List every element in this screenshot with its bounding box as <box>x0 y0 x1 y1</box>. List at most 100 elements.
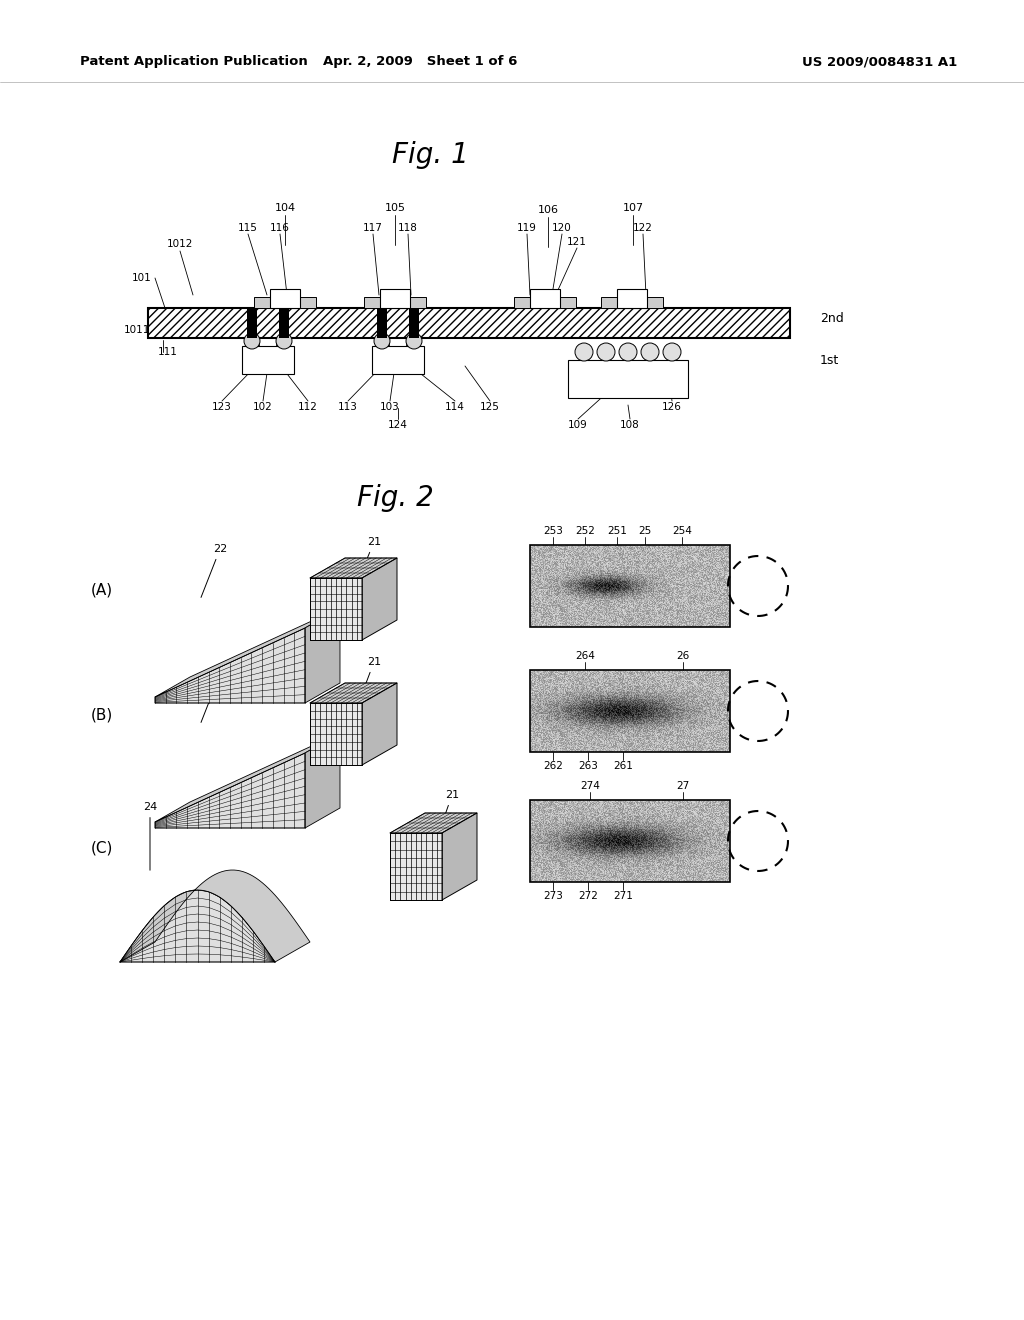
Bar <box>247 308 257 338</box>
Text: 121: 121 <box>567 238 587 247</box>
Bar <box>530 800 730 882</box>
Text: 109: 109 <box>568 420 588 430</box>
Text: 1012: 1012 <box>167 239 194 249</box>
Bar <box>568 360 688 399</box>
Circle shape <box>641 343 659 360</box>
Text: 21: 21 <box>438 789 459 836</box>
Circle shape <box>663 343 681 360</box>
Text: Patent Application Publication: Patent Application Publication <box>80 55 308 69</box>
Text: 106: 106 <box>538 205 558 215</box>
Circle shape <box>597 343 615 360</box>
Polygon shape <box>310 682 397 704</box>
Polygon shape <box>155 609 340 697</box>
Text: 102: 102 <box>253 403 272 412</box>
Text: 21: 21 <box>358 657 381 705</box>
Text: (C): (C) <box>91 841 114 855</box>
Bar <box>372 346 424 374</box>
Text: 271: 271 <box>613 891 633 902</box>
Text: 264: 264 <box>575 651 595 661</box>
Text: 24: 24 <box>143 803 157 870</box>
Bar <box>364 297 380 308</box>
Text: 25: 25 <box>638 525 651 536</box>
Text: 23: 23 <box>201 669 227 722</box>
Bar <box>380 289 410 308</box>
Polygon shape <box>155 733 340 822</box>
Polygon shape <box>362 682 397 766</box>
Bar <box>617 289 647 308</box>
Text: 21: 21 <box>358 537 381 581</box>
Bar <box>310 578 362 640</box>
Bar <box>530 671 730 752</box>
Text: 26: 26 <box>677 651 689 661</box>
Text: 274: 274 <box>580 781 600 791</box>
Bar <box>410 297 426 308</box>
Polygon shape <box>305 609 340 704</box>
Polygon shape <box>155 628 305 704</box>
Text: 262: 262 <box>543 762 563 771</box>
Text: 113: 113 <box>338 403 358 412</box>
Polygon shape <box>362 558 397 640</box>
Polygon shape <box>120 870 310 962</box>
Polygon shape <box>442 813 477 900</box>
Bar <box>514 297 530 308</box>
Text: 126: 126 <box>663 403 682 412</box>
Text: Fig. 1: Fig. 1 <box>391 141 468 169</box>
Bar <box>254 297 270 308</box>
Circle shape <box>374 333 390 348</box>
Text: 107: 107 <box>623 203 643 213</box>
Text: Apr. 2, 2009   Sheet 1 of 6: Apr. 2, 2009 Sheet 1 of 6 <box>323 55 517 69</box>
Text: 22: 22 <box>201 544 227 598</box>
Bar <box>530 545 730 627</box>
Text: 112: 112 <box>298 403 317 412</box>
Text: 273: 273 <box>543 891 563 902</box>
Polygon shape <box>305 733 340 828</box>
Text: 120: 120 <box>552 223 571 234</box>
Bar <box>647 297 663 308</box>
Polygon shape <box>155 752 305 828</box>
Text: 251: 251 <box>607 525 627 536</box>
Circle shape <box>406 333 422 348</box>
Text: 108: 108 <box>621 420 640 430</box>
Bar <box>270 289 300 308</box>
Bar <box>601 297 617 308</box>
Bar <box>279 308 289 338</box>
Circle shape <box>244 333 260 348</box>
Text: 2nd: 2nd <box>820 312 844 325</box>
Text: 117: 117 <box>364 223 383 234</box>
Text: 122: 122 <box>633 223 653 234</box>
Text: 124: 124 <box>388 420 408 430</box>
Text: 252: 252 <box>575 525 595 536</box>
Text: 125: 125 <box>480 403 500 412</box>
Text: 116: 116 <box>270 223 290 234</box>
Bar <box>300 297 316 308</box>
Bar <box>148 308 790 338</box>
Text: 254: 254 <box>672 525 692 536</box>
Text: 104: 104 <box>274 203 296 213</box>
Text: 263: 263 <box>579 762 598 771</box>
Polygon shape <box>310 558 397 578</box>
Text: 261: 261 <box>613 762 633 771</box>
Text: (B): (B) <box>91 708 113 722</box>
Text: 119: 119 <box>517 223 537 234</box>
Text: 105: 105 <box>384 203 406 213</box>
Text: 114: 114 <box>445 403 465 412</box>
Bar <box>560 297 575 308</box>
Text: 111: 111 <box>158 347 178 356</box>
Text: 1st: 1st <box>820 354 840 367</box>
Bar <box>242 346 294 374</box>
Bar <box>377 308 387 338</box>
Text: 115: 115 <box>238 223 258 234</box>
Text: 27: 27 <box>677 781 689 791</box>
Text: 118: 118 <box>398 223 418 234</box>
Text: 1011: 1011 <box>124 325 150 335</box>
Circle shape <box>618 343 637 360</box>
Circle shape <box>276 333 292 348</box>
Text: 253: 253 <box>543 525 563 536</box>
Bar <box>530 289 560 308</box>
Text: US 2009/0084831 A1: US 2009/0084831 A1 <box>803 55 957 69</box>
Text: 123: 123 <box>212 403 232 412</box>
Bar <box>390 833 442 900</box>
Text: (A): (A) <box>91 582 113 598</box>
Text: Fig. 2: Fig. 2 <box>356 484 433 512</box>
Polygon shape <box>120 890 275 962</box>
